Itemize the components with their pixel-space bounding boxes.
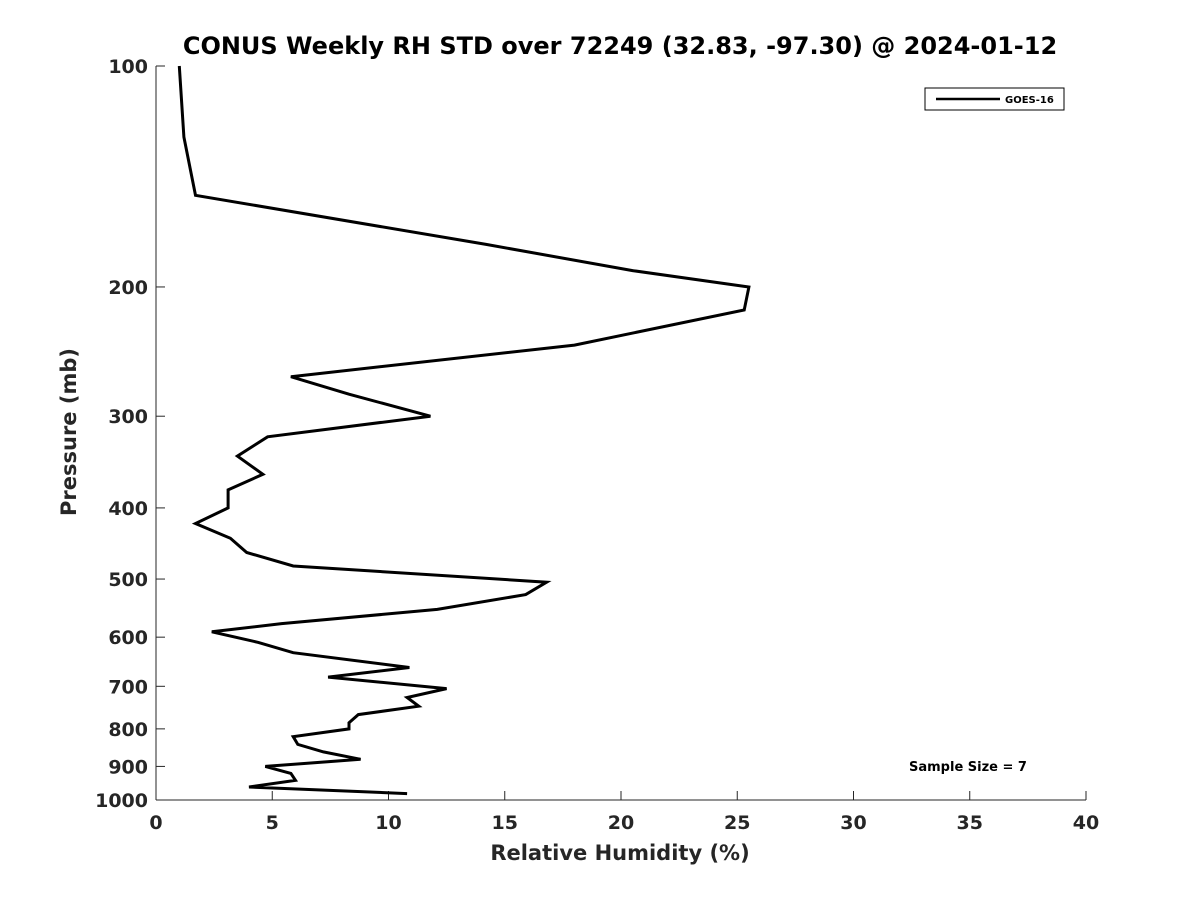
x-tick-label: 15 bbox=[492, 812, 518, 834]
x-tick-label: 40 bbox=[1073, 812, 1099, 834]
series-layer bbox=[177, 65, 751, 796]
y-tick-label: 200 bbox=[108, 277, 148, 299]
sample-size-annotation: Sample Size = 7 bbox=[909, 760, 1027, 775]
y-tick-label: 400 bbox=[108, 498, 148, 520]
series-line-goes-16 bbox=[177, 65, 751, 796]
y-tick-label: 1000 bbox=[95, 790, 148, 812]
y-tick-label: 500 bbox=[108, 569, 148, 591]
y-tick-label: 600 bbox=[108, 627, 148, 649]
ticks: 0 5 10 15 20 25 30 35 40 100 200 300 400 500 600 700 800… bbox=[95, 56, 1099, 834]
y-tick-label: 100 bbox=[108, 56, 148, 78]
x-tick-label: 35 bbox=[957, 812, 983, 834]
x-tick-label: 10 bbox=[375, 812, 401, 834]
x-axis-label: Relative Humidity (%) bbox=[490, 841, 749, 865]
y-axis-label: Pressure (mb) bbox=[57, 348, 81, 516]
x-tick-label: 0 bbox=[149, 812, 162, 834]
x-tick-label: 25 bbox=[724, 812, 750, 834]
y-tick-label: 300 bbox=[108, 406, 148, 428]
chart-title: CONUS Weekly RH STD over 72249 (32.83, -… bbox=[183, 32, 1057, 60]
x-tick-label: 30 bbox=[840, 812, 866, 834]
y-tick-label: 900 bbox=[108, 756, 148, 778]
x-tick-label: 20 bbox=[608, 812, 634, 834]
y-tick-label: 800 bbox=[108, 719, 148, 741]
legend: GOES-16 bbox=[924, 87, 1065, 111]
y-tick-label: 700 bbox=[108, 676, 148, 698]
legend-label-goes-16: GOES-16 bbox=[1005, 95, 1054, 106]
x-tick-label: 5 bbox=[266, 812, 279, 834]
